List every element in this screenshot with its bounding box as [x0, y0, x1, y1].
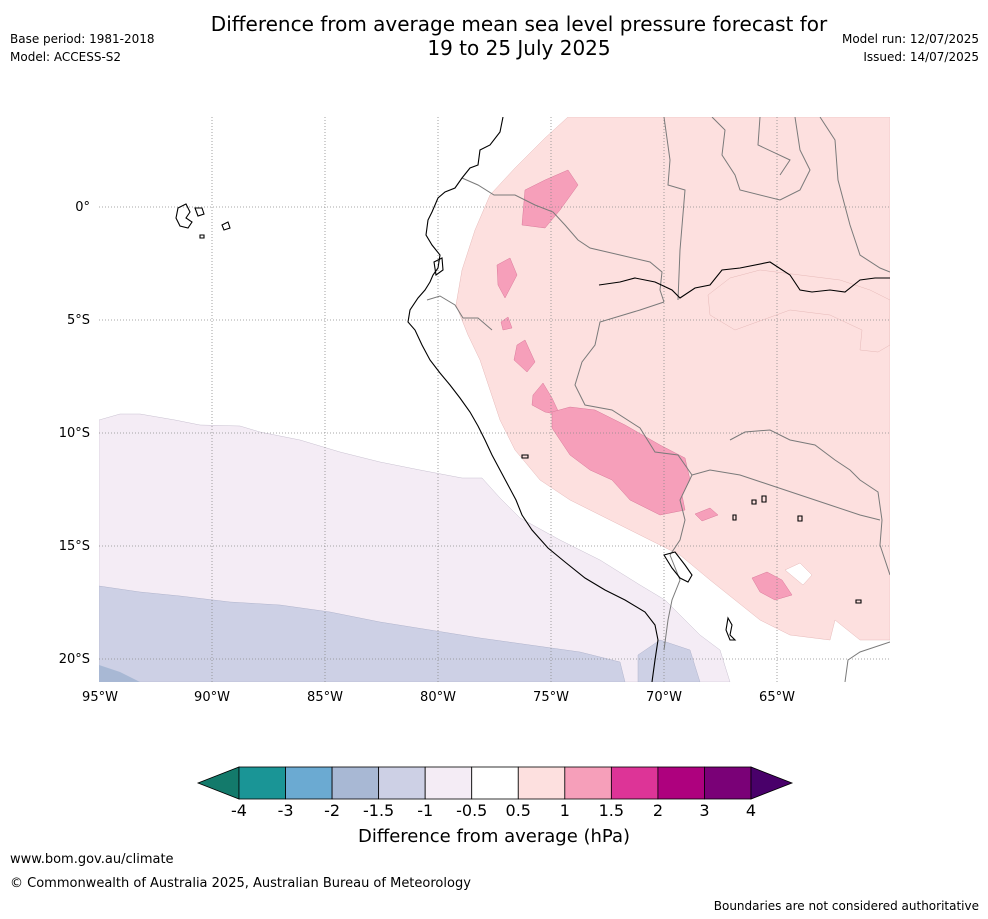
- meta-left: Base period: 1981-2018 Model: ACCESS-S2: [10, 30, 155, 66]
- colorbar-tick-label: -3: [278, 801, 294, 820]
- map-title: Difference from average mean sea level p…: [180, 12, 858, 60]
- anomaly-hole-1: [784, 562, 813, 586]
- anomaly-region-minus-1: [99, 585, 626, 682]
- colorbar-label: Difference from average (hPa): [357, 826, 631, 847]
- graticule: [99, 117, 890, 682]
- map-area: [99, 117, 890, 682]
- lat-label-10s: 10°S: [59, 426, 90, 441]
- footer-url[interactable]: www.bom.gov.au/climate: [10, 852, 174, 867]
- colorbar-tick-label: 1.5: [599, 801, 624, 820]
- colorbar-segment: [564, 766, 612, 800]
- anomaly-regions-plus-1: [496, 169, 793, 601]
- anomaly-region-minus-1-5: [99, 665, 140, 682]
- lon-label-85w: 85°W: [307, 690, 343, 705]
- colorbar-segment: [610, 766, 659, 800]
- meta-right: Model run: 12/07/2025 Issued: 14/07/2025: [842, 30, 979, 66]
- lon-label-65w: 65°W: [759, 690, 795, 705]
- colorbar-tick-label: -1: [417, 801, 433, 820]
- lon-label-90w: 90°W: [194, 690, 230, 705]
- anomaly-region-plus-0-5: [455, 117, 890, 641]
- lat-label-5s: 5°S: [67, 313, 90, 328]
- colorbar-segment: [238, 766, 286, 800]
- colorbar-tick-label: -2: [324, 801, 340, 820]
- lat-label-15s: 15°S: [59, 539, 90, 554]
- colorbar-tick-label: -1.5: [363, 801, 394, 820]
- coastline: [175, 117, 890, 682]
- issued-date: Issued: 14/07/2025: [863, 50, 979, 64]
- colorbar-tick-label: -4: [231, 801, 247, 820]
- colorbar-tick-label: 3: [699, 801, 709, 820]
- colorbar-segment: [331, 766, 380, 800]
- colorbar: -4 -3 -2 -1.5 -1 -0.5 0.5 1 1.5 2 3 4: [196, 766, 794, 820]
- colorbar-segment: [424, 766, 473, 800]
- colorbar-tick-label: -0.5: [456, 801, 487, 820]
- model-name: Model: ACCESS-S2: [10, 50, 122, 64]
- lat-label-20s: 20°S: [59, 652, 90, 667]
- colorbar-segment: [517, 766, 566, 800]
- model-run: Model run: 12/07/2025: [841, 32, 979, 46]
- colorbar-segment: [378, 766, 426, 800]
- colorbar-extend-high: [750, 766, 794, 800]
- colorbar-tick-label: 2: [653, 801, 663, 820]
- lon-label-80w: 80°W: [420, 690, 456, 705]
- colorbar-extend-low: [196, 766, 240, 800]
- lon-label-95w: 95°W: [82, 690, 118, 705]
- footer-copyright: © Commonwealth of Australia 2025, Austra…: [10, 876, 471, 891]
- colorbar-segment: [471, 766, 519, 800]
- colorbar-tick-label: 0.5: [506, 801, 531, 820]
- latitude-labels: 0° 5°S 10°S 15°S 20°S: [59, 200, 90, 667]
- title-line-2: 19 to 25 July 2025: [427, 36, 611, 60]
- title-line-1: Difference from average mean sea level p…: [210, 12, 828, 36]
- base-period: Base period: 1981-2018: [10, 32, 155, 46]
- colorbar-segment: [285, 766, 333, 800]
- lon-label-70w: 70°W: [646, 690, 682, 705]
- longitude-labels: 95°W 90°W 85°W 80°W 75°W 70°W 65°W: [82, 690, 795, 705]
- colorbar-segment: [704, 766, 752, 800]
- country-borders: [426, 117, 890, 682]
- footer-note: Boundaries are not considered authoritat…: [713, 899, 979, 913]
- lat-label-0: 0°: [75, 200, 90, 215]
- colorbar-segment: [657, 766, 705, 800]
- colorbar-tick-label: 1: [560, 801, 570, 820]
- colorbar-tick-label: 4: [746, 801, 756, 820]
- lon-label-75w: 75°W: [533, 690, 569, 705]
